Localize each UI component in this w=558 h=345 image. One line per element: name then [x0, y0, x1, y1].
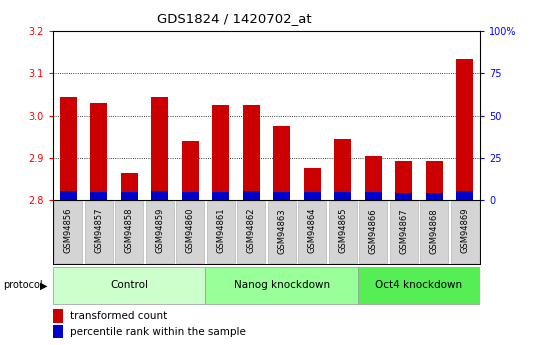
Bar: [90, 103, 107, 200]
FancyBboxPatch shape: [205, 267, 358, 304]
Text: transformed count: transformed count: [70, 311, 167, 321]
Bar: [182, 193, 199, 200]
Text: GSM94867: GSM94867: [399, 208, 408, 254]
Text: Nanog knockdown: Nanog knockdown: [234, 280, 330, 290]
Bar: [213, 191, 229, 200]
Bar: [456, 191, 473, 200]
Bar: [304, 193, 320, 200]
Bar: [426, 161, 442, 200]
FancyBboxPatch shape: [451, 201, 479, 263]
FancyBboxPatch shape: [237, 201, 265, 263]
Bar: [334, 191, 351, 200]
Text: GSM94863: GSM94863: [277, 208, 286, 254]
FancyBboxPatch shape: [53, 267, 205, 304]
Text: protocol: protocol: [3, 280, 42, 290]
Text: GSM94869: GSM94869: [460, 208, 469, 254]
Text: GSM94861: GSM94861: [216, 208, 225, 254]
Bar: [273, 193, 290, 200]
FancyBboxPatch shape: [359, 201, 387, 263]
FancyBboxPatch shape: [146, 201, 174, 263]
Bar: [151, 191, 168, 200]
Text: Oct4 knockdown: Oct4 knockdown: [376, 280, 463, 290]
Bar: [121, 172, 138, 200]
Bar: [151, 97, 168, 200]
FancyBboxPatch shape: [420, 201, 448, 263]
Bar: [53, 325, 64, 338]
Bar: [395, 161, 412, 200]
Bar: [53, 309, 64, 323]
Bar: [182, 141, 199, 200]
FancyBboxPatch shape: [268, 201, 296, 263]
FancyBboxPatch shape: [54, 201, 82, 263]
Text: GSM94866: GSM94866: [369, 208, 378, 254]
Bar: [243, 105, 259, 200]
Text: GSM94864: GSM94864: [307, 208, 317, 254]
Text: Control: Control: [110, 280, 148, 290]
Text: GSM94858: GSM94858: [125, 208, 134, 254]
FancyBboxPatch shape: [358, 267, 480, 304]
Text: GSM94865: GSM94865: [338, 208, 347, 254]
Bar: [121, 193, 138, 200]
FancyBboxPatch shape: [176, 201, 204, 263]
FancyBboxPatch shape: [298, 201, 326, 263]
Bar: [365, 156, 382, 200]
Text: GSM94862: GSM94862: [247, 208, 256, 254]
Bar: [213, 105, 229, 200]
Bar: [60, 97, 76, 200]
Text: GDS1824 / 1420702_at: GDS1824 / 1420702_at: [157, 12, 312, 25]
Text: ▶: ▶: [40, 280, 47, 290]
Bar: [395, 193, 412, 200]
Text: GSM94856: GSM94856: [64, 208, 73, 254]
Text: GSM94868: GSM94868: [430, 208, 439, 254]
Bar: [304, 168, 320, 200]
FancyBboxPatch shape: [329, 201, 357, 263]
Text: GSM94857: GSM94857: [94, 208, 103, 254]
Bar: [273, 126, 290, 200]
Bar: [243, 191, 259, 200]
Text: GSM94860: GSM94860: [186, 208, 195, 254]
FancyBboxPatch shape: [85, 201, 113, 263]
Text: GSM94859: GSM94859: [155, 208, 164, 254]
Bar: [365, 191, 382, 200]
FancyBboxPatch shape: [389, 201, 418, 263]
FancyBboxPatch shape: [115, 201, 143, 263]
Bar: [60, 191, 76, 200]
Bar: [426, 193, 442, 200]
Bar: [90, 191, 107, 200]
Bar: [456, 59, 473, 200]
FancyBboxPatch shape: [206, 201, 235, 263]
Text: percentile rank within the sample: percentile rank within the sample: [70, 327, 246, 336]
Bar: [334, 139, 351, 200]
